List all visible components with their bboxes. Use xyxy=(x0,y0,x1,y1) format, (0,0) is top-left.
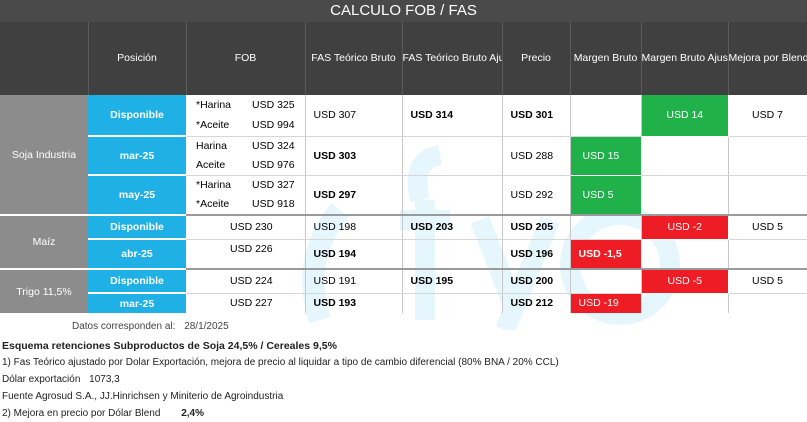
position-maiz-abr: abr-25 xyxy=(88,239,186,270)
position-soja-mar: mar-25 xyxy=(88,136,186,176)
fob-value: USD 227 xyxy=(186,293,306,313)
fas-teorico-value: USD 297 xyxy=(305,175,403,216)
position-trigo-disponible: Disponible xyxy=(88,269,186,294)
header-margen-bruto: Margen Bruto xyxy=(570,22,642,95)
fas-teorico-value: USD 193 xyxy=(305,293,403,313)
mejora-blend-empty xyxy=(728,239,807,270)
fob-harina-label: *Harina xyxy=(196,178,232,191)
nota-1: 1) Fas Teórico ajustado por Dolar Export… xyxy=(2,357,559,368)
fas-ajustado-empty xyxy=(402,293,503,313)
dolar-valor: 1073,3 xyxy=(89,374,120,385)
header-margen-ajustado: Margen Bruto Ajustado xyxy=(641,22,729,95)
dolar-label: Dólar exportación xyxy=(2,374,81,385)
fob-value: USD 230 xyxy=(186,215,306,240)
fob-aceite-value: USD 994 xyxy=(244,115,306,137)
position-maiz-disponible: Disponible xyxy=(88,215,186,240)
mejora-blend-empty xyxy=(728,136,807,176)
fas-ajustado-value: USD 195 xyxy=(402,269,503,294)
fob-harina-label: Harina xyxy=(196,139,227,152)
header-fob: FOB xyxy=(186,22,306,95)
precio-value: USD 301 xyxy=(502,95,571,137)
header-corner xyxy=(0,22,89,95)
precio-value: USD 196 xyxy=(502,239,571,270)
datos-fecha-note: Datos corresponden al: 28/1/2025 xyxy=(72,321,229,332)
fas-teorico-value: USD 191 xyxy=(305,269,403,294)
mejora-blend-value: USD 5 xyxy=(728,269,807,294)
datos-label: Datos corresponden al: xyxy=(72,321,176,332)
fob-aceite-label: Aceite xyxy=(186,155,244,176)
precio-value: USD 205 xyxy=(502,215,571,240)
header-fas-ajustado: FAS Teórico Bruto Ajustado por Blend (1) xyxy=(402,22,503,95)
margen-bruto-value: USD 15 xyxy=(570,136,641,176)
margen-bruto-value xyxy=(570,95,642,137)
margen-bruto-value: USD -1,5 xyxy=(570,239,641,270)
margen-ajustado-empty xyxy=(641,175,729,216)
margen-ajustado-value: USD -2 xyxy=(641,215,728,240)
position-soja-disponible: Disponible xyxy=(88,95,186,137)
precio-value: USD 288 xyxy=(502,136,571,176)
margen-bruto-empty xyxy=(570,215,642,240)
header-fas-teorico: FAS Teórico Bruto xyxy=(305,22,403,95)
precio-value: USD 292 xyxy=(502,175,571,216)
fas-teorico-value: USD 198 xyxy=(305,215,403,240)
margen-bruto-value: USD 5 xyxy=(570,175,641,216)
fob-harina-value: USD 327 xyxy=(244,175,306,194)
retenciones-note: Esquema retenciones Subproductos de Soja… xyxy=(2,340,337,352)
position-trigo-mar: mar-25 xyxy=(88,293,186,313)
fas-teorico-value: USD 303 xyxy=(305,136,403,176)
fas-teorico-value: USD 307 xyxy=(305,95,403,137)
fob-aceite-label: *Aceite xyxy=(186,115,244,137)
fob-aceite-label: *Aceite xyxy=(186,194,244,216)
mejora-blend-empty xyxy=(728,175,807,216)
fas-ajustado-empty xyxy=(402,136,503,176)
group-trigo: Trigo 11,5% xyxy=(0,269,88,313)
group-maiz: Maíz xyxy=(0,215,88,270)
nota-2: 2) Mejora en precio por Dólar Blend 2,4% xyxy=(2,408,204,419)
mejora-blend-value: USD 7 xyxy=(728,95,807,137)
header-precio: Precio xyxy=(502,22,571,95)
fob-harina-value: USD 324 xyxy=(244,136,306,155)
group-soja-industria: Soja Industria xyxy=(0,95,88,216)
precio-value: USD 212 xyxy=(502,293,571,313)
datos-fecha: 28/1/2025 xyxy=(184,321,229,332)
fob-value: USD 224 xyxy=(186,269,306,294)
margen-ajustado-empty xyxy=(641,136,729,176)
header-posicion: Posición xyxy=(88,22,187,95)
nota2-label: 2) Mejora en precio por Dólar Blend xyxy=(2,408,161,419)
fob-aceite-value: USD 976 xyxy=(244,155,306,176)
fob-harina-value: USD 325 xyxy=(244,95,306,115)
nota2-valor: 2,4% xyxy=(181,408,204,419)
fas-ajustado-empty xyxy=(402,239,503,270)
fob-aceite-value: USD 918 xyxy=(244,194,306,216)
fas-ajustado-value: USD 203 xyxy=(402,215,503,240)
fas-ajustado-value: USD 314 xyxy=(402,95,503,137)
mejora-blend-empty xyxy=(728,293,807,313)
header-mejora-blend: Mejora por Blend USD (2) xyxy=(728,22,807,95)
fuente-note: Fuente Agrosud S.A., JJ.Hinrichsen y Min… xyxy=(2,391,284,402)
fas-teorico-value: USD 194 xyxy=(305,239,403,270)
fob-value: USD 226 xyxy=(186,239,306,270)
fob-harina-label: *Harina xyxy=(196,99,232,111)
precio-value: USD 200 xyxy=(502,269,571,294)
margen-ajustado-value: USD -5 xyxy=(641,269,728,294)
fas-ajustado-empty xyxy=(402,175,503,216)
fob-fas-table: Posición FOB FAS Teórico Bruto FAS Teóri… xyxy=(0,22,807,313)
margen-ajustado-empty xyxy=(641,293,729,313)
dolar-exportacion-note: Dólar exportación 1073,3 xyxy=(2,374,120,385)
margen-bruto-empty xyxy=(570,269,642,294)
margen-bruto-value: USD -19 xyxy=(570,293,641,313)
margen-ajustado-value: USD 14 xyxy=(641,95,728,137)
page-title: CALCULO FOB / FAS xyxy=(0,0,807,22)
mejora-blend-value: USD 5 xyxy=(728,215,807,240)
position-soja-may: may-25 xyxy=(88,175,186,216)
margen-ajustado-empty xyxy=(641,239,729,270)
